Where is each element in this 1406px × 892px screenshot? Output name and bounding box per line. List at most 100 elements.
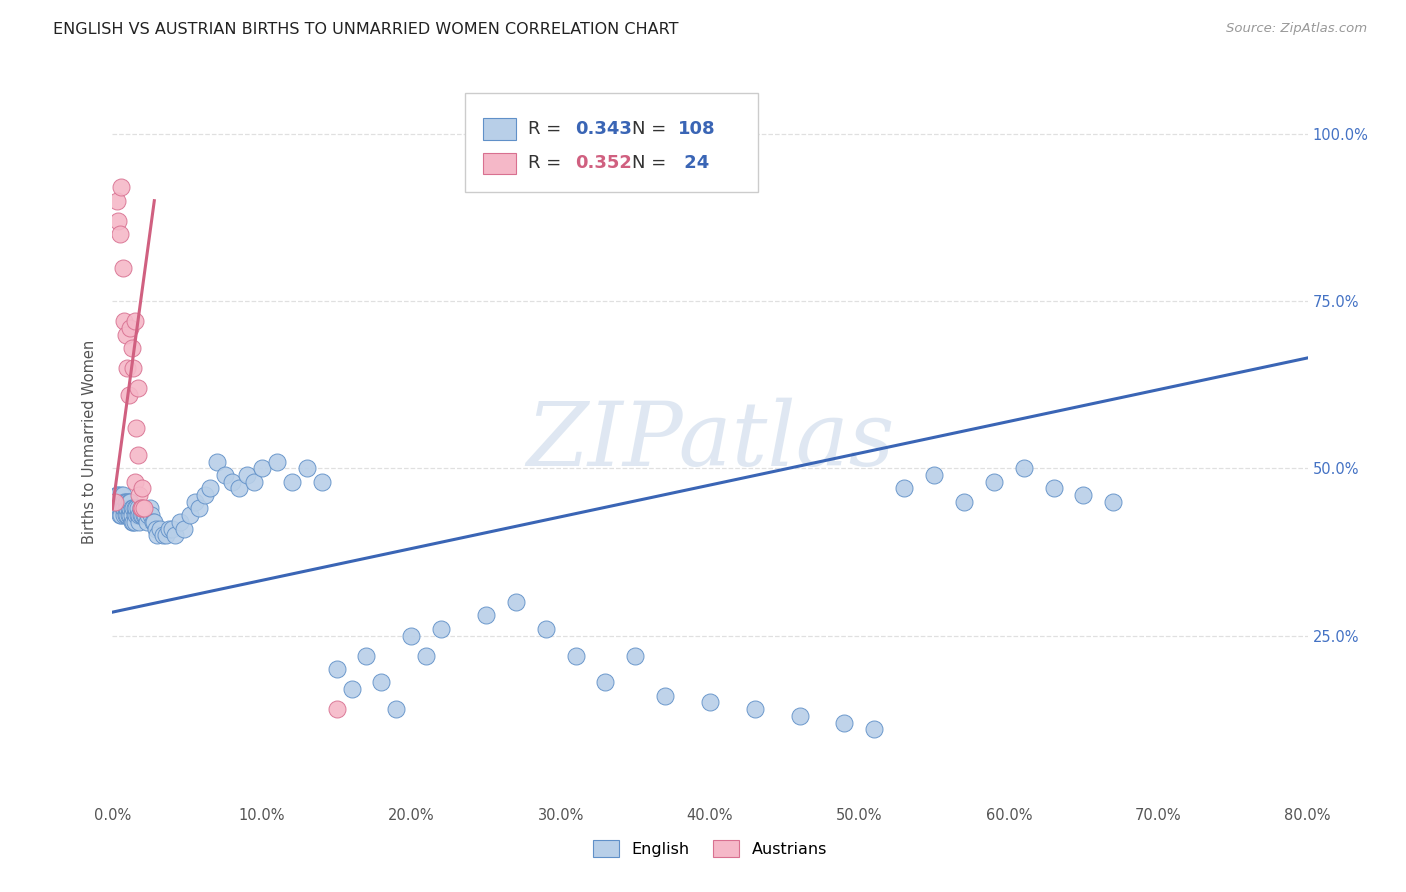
Point	[385, 702, 408, 716]
FancyBboxPatch shape	[465, 93, 758, 193]
Point	[111, 260, 134, 275]
Point	[142, 515, 165, 529]
Point	[356, 648, 378, 663]
Point	[141, 508, 163, 523]
Point	[118, 494, 141, 508]
Point	[143, 515, 166, 529]
Point	[228, 482, 250, 496]
Point	[105, 194, 128, 208]
Point	[128, 515, 150, 529]
Point	[131, 508, 153, 523]
Point	[124, 501, 146, 516]
Point	[120, 501, 142, 516]
Point	[127, 501, 149, 516]
Text: ZIPatlas: ZIPatlas	[526, 398, 894, 485]
Point	[1042, 482, 1064, 496]
Point	[131, 501, 153, 516]
Point	[108, 227, 131, 242]
Point	[340, 681, 363, 696]
Text: 24: 24	[678, 154, 709, 172]
Point	[415, 648, 437, 663]
Point	[266, 455, 288, 469]
Point	[132, 508, 155, 523]
Point	[111, 501, 134, 516]
Point	[115, 501, 138, 516]
Point	[863, 723, 886, 737]
Point	[131, 501, 153, 516]
Point	[107, 488, 129, 502]
Point	[115, 508, 138, 523]
Point	[744, 702, 766, 716]
Point	[120, 321, 142, 335]
Legend: English, Austrians: English, Austrians	[586, 833, 834, 863]
Point	[122, 361, 145, 376]
Point	[654, 689, 676, 703]
Point	[117, 361, 139, 376]
Point	[117, 501, 139, 516]
Point	[789, 708, 811, 723]
Point	[125, 421, 148, 435]
Point	[505, 595, 527, 609]
Point	[564, 648, 586, 663]
Point	[173, 521, 195, 535]
Point	[129, 501, 152, 516]
Point	[165, 528, 187, 542]
Point	[1012, 461, 1035, 475]
Point	[214, 467, 236, 482]
Point	[221, 475, 243, 489]
Point	[162, 521, 183, 535]
Point	[124, 508, 146, 523]
Point	[699, 696, 721, 710]
Point	[132, 501, 155, 516]
Point	[118, 501, 141, 516]
Text: R =: R =	[529, 154, 568, 172]
Point	[243, 475, 266, 489]
Point	[134, 508, 156, 523]
Point	[430, 622, 453, 636]
Point	[281, 475, 304, 489]
Point	[145, 521, 167, 535]
Point	[104, 501, 127, 516]
Point	[155, 528, 177, 542]
Point	[179, 508, 201, 523]
Point	[105, 488, 128, 502]
Point	[624, 648, 647, 663]
Point	[131, 482, 153, 496]
Point	[834, 715, 856, 730]
Point	[121, 508, 143, 523]
Point	[107, 501, 129, 516]
Point	[111, 494, 134, 508]
Point	[236, 467, 259, 482]
Point	[115, 327, 138, 342]
Point	[127, 508, 149, 523]
Point	[121, 515, 143, 529]
Point	[128, 508, 150, 523]
Point	[295, 461, 318, 475]
Point	[128, 488, 150, 502]
Point	[124, 475, 146, 489]
Text: 0.352: 0.352	[575, 154, 631, 172]
Text: Source: ZipAtlas.com: Source: ZipAtlas.com	[1226, 22, 1367, 36]
Point	[120, 494, 142, 508]
Point	[115, 494, 138, 508]
Point	[108, 508, 131, 523]
Point	[198, 482, 221, 496]
Point	[129, 508, 152, 523]
Point	[205, 455, 228, 469]
FancyBboxPatch shape	[484, 118, 516, 139]
Text: N =: N =	[633, 154, 672, 172]
Point	[1073, 488, 1095, 502]
Point	[183, 494, 205, 508]
Point	[146, 528, 169, 542]
Text: ENGLISH VS AUSTRIAN BIRTHS TO UNMARRIED WOMEN CORRELATION CHART: ENGLISH VS AUSTRIAN BIRTHS TO UNMARRIED …	[53, 22, 679, 37]
Text: R =: R =	[529, 120, 568, 137]
Point	[110, 180, 132, 194]
Y-axis label: Births to Unmarried Women: Births to Unmarried Women	[82, 340, 97, 543]
Point	[325, 702, 347, 716]
Point	[194, 488, 217, 502]
Point	[105, 494, 128, 508]
Point	[107, 214, 129, 228]
Point	[152, 528, 174, 542]
Point	[127, 448, 149, 462]
Point	[111, 488, 134, 502]
